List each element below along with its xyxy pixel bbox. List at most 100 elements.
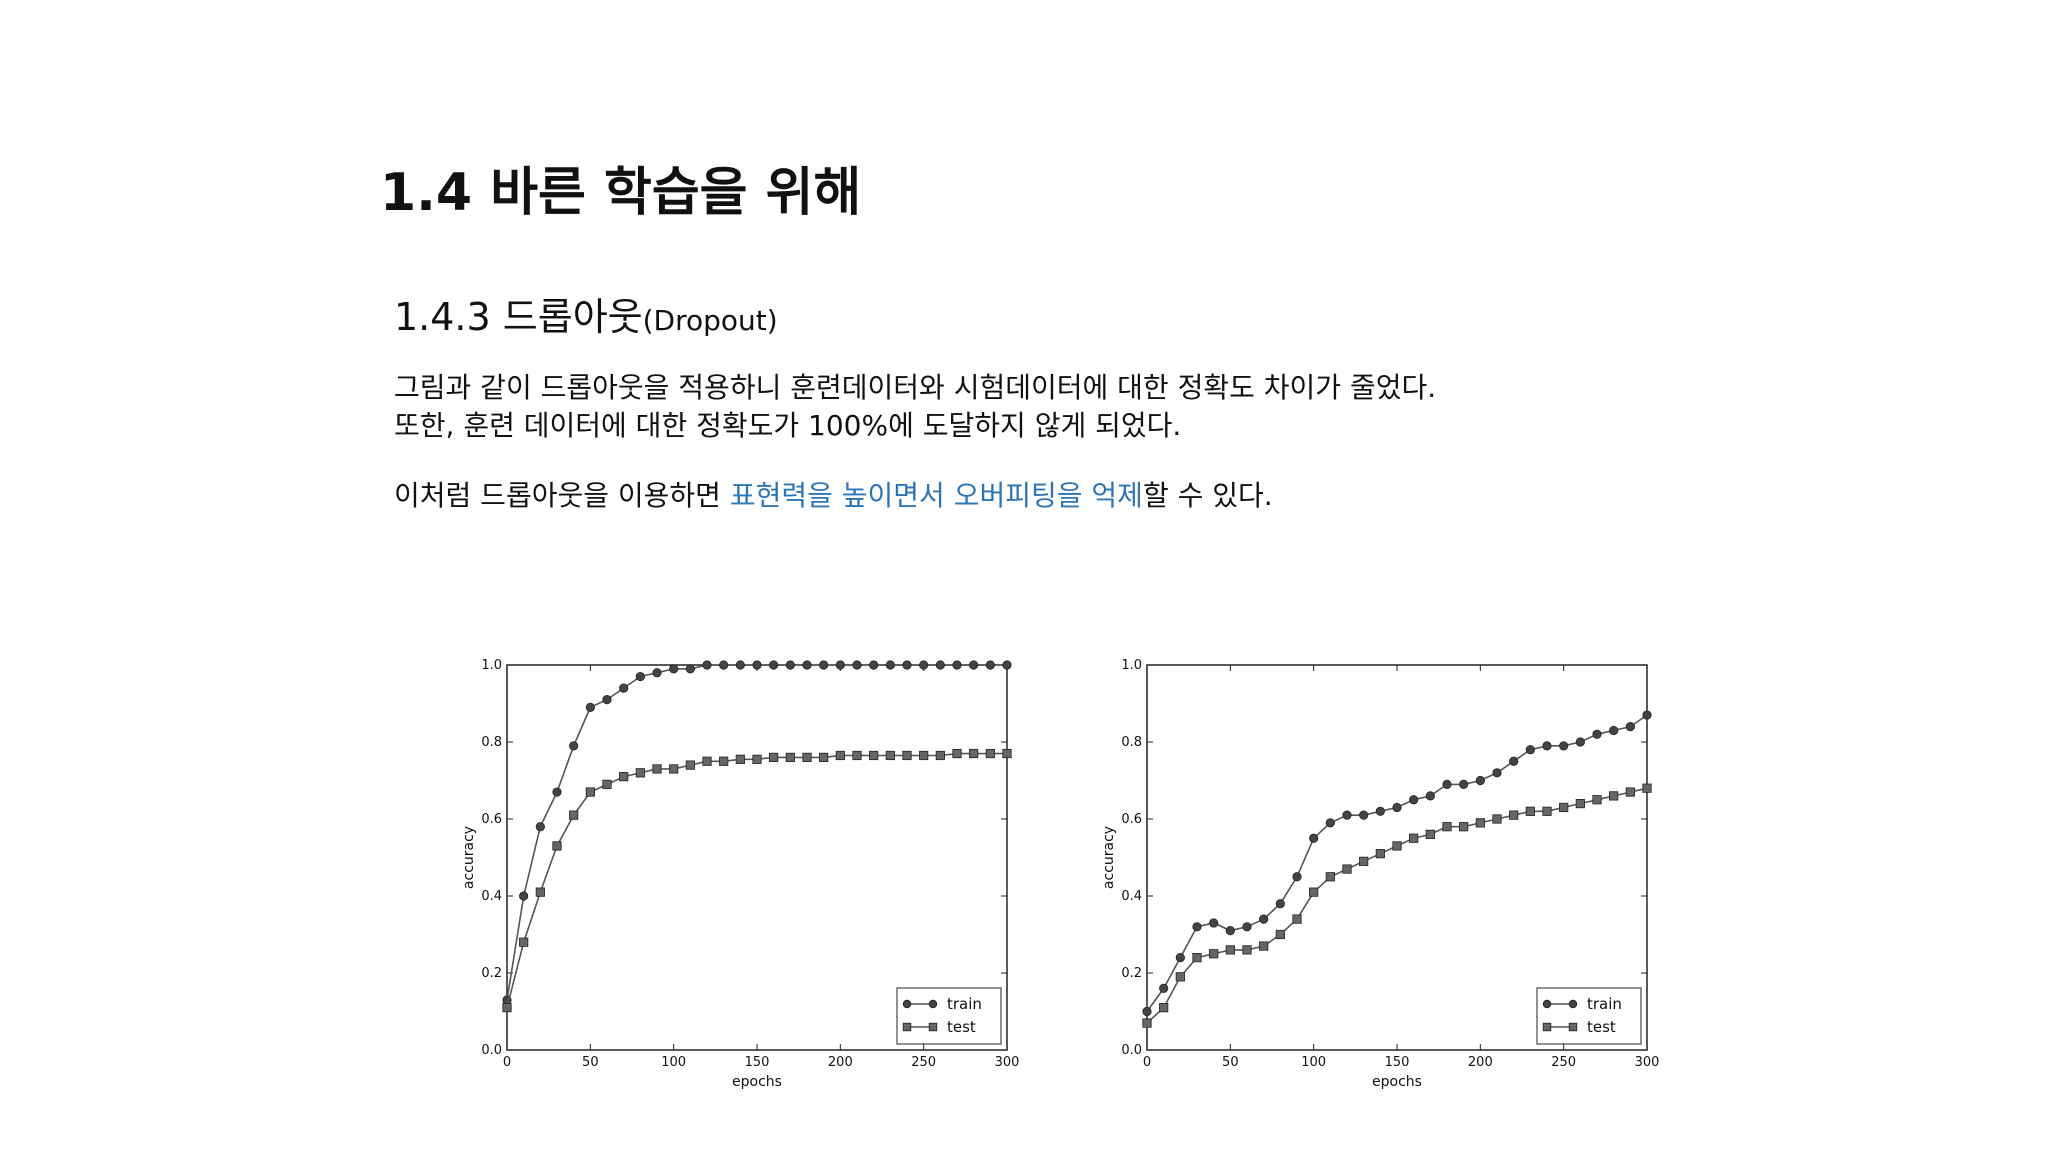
test-point — [1425, 829, 1435, 839]
paragraph-difference: 그림과 같이 드롭아웃을 적용하니 훈련데이터와 시험데이터에 대한 정확도 차… — [394, 371, 1437, 404]
train-point — [769, 660, 779, 670]
train-point — [1575, 737, 1585, 747]
legend-test-marker — [902, 1022, 912, 1032]
test-point — [619, 772, 629, 782]
conclusion-highlight: 표현력을 높이면서 오버피팅을 억제 — [729, 479, 1143, 512]
x-tick-label: 50 — [582, 1055, 599, 1070]
test-point — [652, 764, 662, 774]
test-point — [985, 748, 995, 759]
legend-test-marker — [1542, 1022, 1552, 1032]
test-point — [1475, 818, 1485, 828]
train-point — [1275, 899, 1285, 909]
x-tick-label: 150 — [745, 1055, 770, 1070]
train-point — [735, 660, 745, 670]
train-point — [702, 660, 712, 670]
train-point — [752, 660, 762, 670]
train-point — [1002, 660, 1012, 670]
test-point — [1542, 806, 1552, 816]
test-point — [1292, 914, 1302, 924]
test-point — [1325, 872, 1335, 882]
y-tick-label: 0.0 — [481, 1043, 502, 1058]
test-point — [935, 750, 945, 761]
x-tick-label: 0 — [503, 1055, 511, 1070]
conclusion-pre: 이처럼 드롭아웃을 이용하면 — [394, 479, 730, 512]
test-point — [1592, 795, 1602, 805]
train-point — [1175, 952, 1185, 963]
test-point — [1002, 748, 1012, 759]
test-point — [1192, 952, 1202, 963]
train-point — [802, 660, 812, 670]
test-point — [1159, 1003, 1169, 1013]
test-point — [702, 756, 712, 766]
x-axis-label: epochs — [732, 1074, 782, 1090]
legend-train-marker — [1542, 999, 1552, 1009]
slide-title: 1.4 바른 학습을 위해 — [380, 163, 862, 223]
test-point — [1442, 822, 1452, 832]
legend-test-marker — [1568, 1022, 1578, 1032]
x-tick-label: 250 — [911, 1055, 936, 1070]
test-point — [585, 787, 595, 797]
train-point — [1375, 806, 1385, 816]
test-point — [1259, 941, 1269, 951]
test-point — [1525, 806, 1535, 816]
train-point — [1592, 729, 1602, 739]
train-point — [635, 671, 645, 682]
train-point — [585, 702, 595, 712]
train-point — [985, 660, 995, 670]
train-point — [1325, 818, 1335, 828]
test-point — [1459, 822, 1469, 832]
test-point — [669, 764, 679, 774]
train-point — [1559, 741, 1569, 751]
train-point — [1409, 795, 1419, 805]
y-tick-label: 0.8 — [481, 735, 502, 750]
train-point — [952, 660, 962, 670]
test-point — [1492, 814, 1502, 824]
test-point — [1575, 798, 1585, 809]
test-point — [1509, 810, 1519, 820]
chart-without-dropout: 0 50 100 150 200 250 300 0.0 0.2 0.4 0.6 0.8 1.0 epoc… — [461, 658, 1020, 1090]
test-point — [1609, 791, 1619, 801]
train-point — [1342, 810, 1352, 820]
section-subtitle: 1.4.3 드롭아웃(Dropout) — [394, 286, 778, 341]
legend-train-label: train — [947, 995, 982, 1013]
x-tick-label: 200 — [828, 1055, 853, 1070]
conclusion-post: 할 수 있다. — [1142, 479, 1273, 512]
y-tick-label: 0.2 — [481, 966, 502, 981]
train-point — [1142, 1006, 1152, 1017]
paragraph-no-100: 또한, 훈련 데이터에 대한 정확도가 100%에 도달하지 않게 되었다. — [394, 409, 1182, 442]
test-point — [535, 887, 545, 897]
x-tick-label: 300 — [1635, 1055, 1660, 1070]
y-tick-label: 0.4 — [1121, 889, 1142, 904]
train-point — [1475, 775, 1485, 786]
x-tick-label: 300 — [995, 1055, 1020, 1070]
test-point — [869, 750, 879, 761]
test-point — [735, 754, 745, 764]
test-point — [1309, 887, 1319, 897]
train-point — [1292, 872, 1302, 882]
test-point — [1359, 856, 1369, 866]
train-point — [1209, 918, 1219, 928]
y-tick-label: 1.0 — [481, 658, 502, 673]
train-point — [1509, 756, 1519, 766]
test-point — [1175, 972, 1185, 982]
y-axis-label: accuracy — [461, 826, 477, 889]
test-point — [1559, 802, 1569, 813]
test-point — [1342, 864, 1352, 874]
legend-test-label: test — [947, 1018, 976, 1036]
y-tick-label: 0.2 — [1121, 966, 1142, 981]
train-point — [1542, 741, 1552, 751]
train-point — [1242, 922, 1252, 932]
train-point — [552, 787, 562, 797]
test-point — [602, 779, 612, 789]
test-point — [1275, 929, 1285, 940]
legend-test-label: test — [1587, 1018, 1616, 1036]
y-axis-label: accuracy — [1101, 826, 1117, 889]
y-tick-label: 0.6 — [481, 812, 502, 827]
train-point — [685, 664, 695, 674]
x-tick-label: 100 — [661, 1055, 686, 1070]
legend-train-label: train — [1587, 995, 1622, 1013]
legend-train-marker — [902, 999, 912, 1009]
train-point — [569, 741, 579, 751]
x-tick-label: 100 — [1301, 1055, 1326, 1070]
train-point — [1425, 791, 1435, 801]
